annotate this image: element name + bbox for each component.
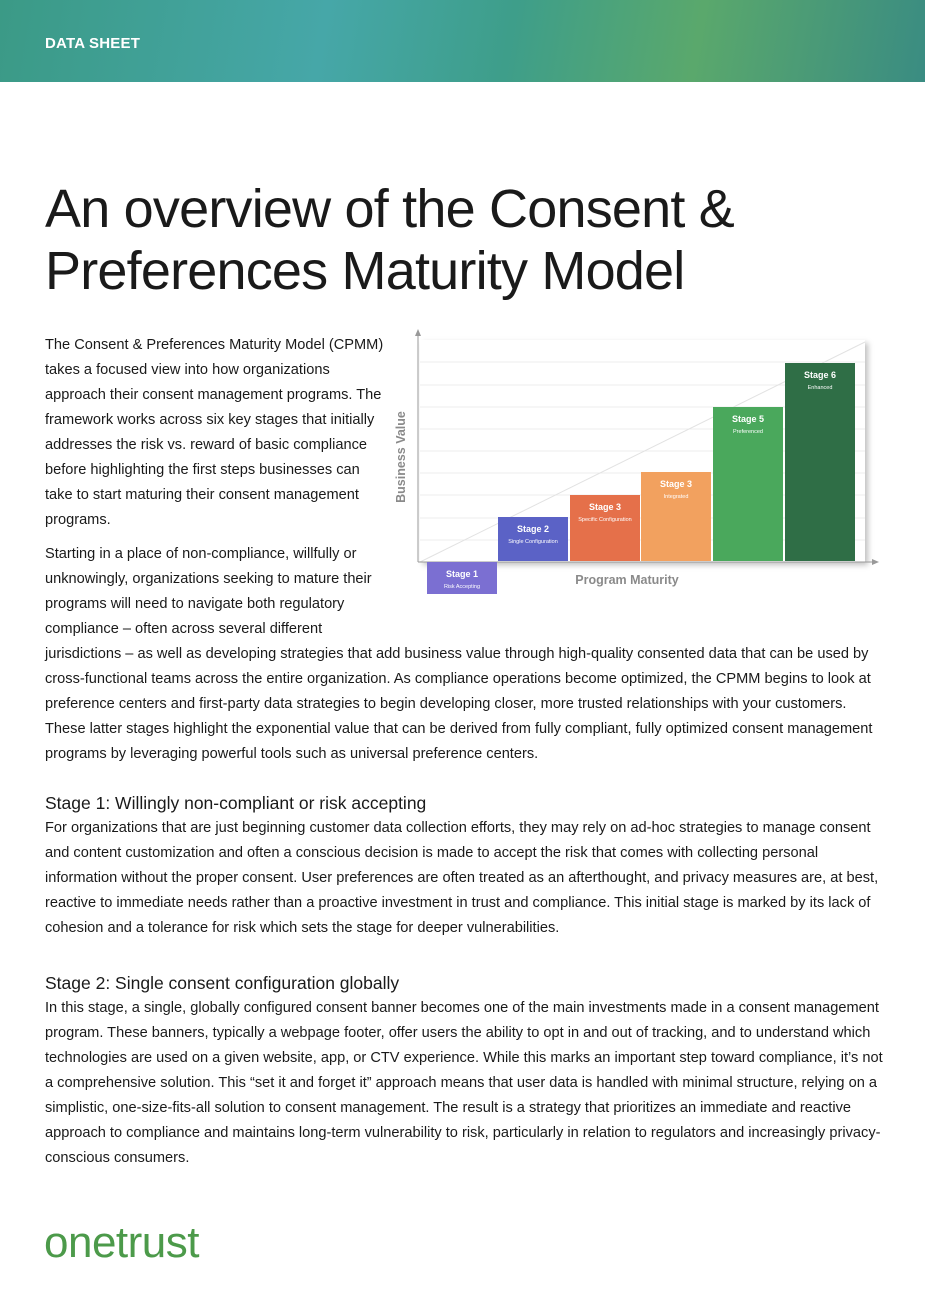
stage-sub: Enhanced — [808, 385, 833, 391]
stage-bar — [570, 495, 640, 561]
section-heading: Stage 1: Willingly non-compliant or risk… — [45, 793, 427, 813]
y-axis-label: Business Value — [394, 411, 408, 503]
stage-bar — [785, 363, 855, 561]
stage-bar — [427, 562, 497, 594]
paragraph: For organizations that are just beginnin… — [45, 820, 879, 936]
stage-name: Stage 2 — [517, 524, 549, 534]
x-axis-label: Program Maturity — [575, 573, 679, 587]
header-band: DATA SHEET — [0, 0, 925, 82]
stage-bar — [498, 517, 568, 561]
stage-bar — [713, 407, 783, 561]
maturity-diagram: Business Value Program Maturity Stage 1 R… — [394, 329, 879, 594]
stage-name: Stage 5 — [732, 414, 764, 424]
stage-name: Stage 6 — [804, 370, 836, 380]
stage-sub: Preferenced — [733, 429, 763, 435]
arrow — [872, 559, 879, 565]
section-heading: Stage 2: Single consent configuration gl… — [45, 973, 400, 993]
stage-sub: Specific Configuration — [578, 517, 632, 523]
logo: onetrust — [44, 1218, 199, 1267]
title-line: An overview of the Consent & — [45, 179, 735, 239]
stage-sub: Single Configuration — [508, 539, 558, 545]
stage-sub: Integrated — [664, 494, 689, 500]
stage-name: Stage 1 — [446, 569, 478, 579]
arrow — [415, 329, 421, 336]
stages: Stage 1 Risk Accepting Stage 2 Single Confi… — [427, 363, 855, 594]
paragraph: Starting in a place of non-compliance, w… — [45, 546, 873, 762]
stage-name: Stage 3 — [660, 479, 692, 489]
title-line: Preferences Maturity Model — [45, 241, 685, 301]
stage-name: Stage 3 — [589, 502, 621, 512]
header-label: DATA SHEET — [45, 35, 141, 52]
paragraph: The Consent & Preferences Maturity Model… — [45, 337, 384, 528]
paragraph: In this stage, a single, globally config… — [45, 1000, 883, 1166]
title: An overview of the Consent & Preferences … — [45, 178, 735, 302]
stage-bar — [641, 472, 711, 561]
content: The Consent & Preferences Maturity Model… — [45, 333, 885, 1180]
stage-sub: Risk Accepting — [444, 584, 480, 590]
